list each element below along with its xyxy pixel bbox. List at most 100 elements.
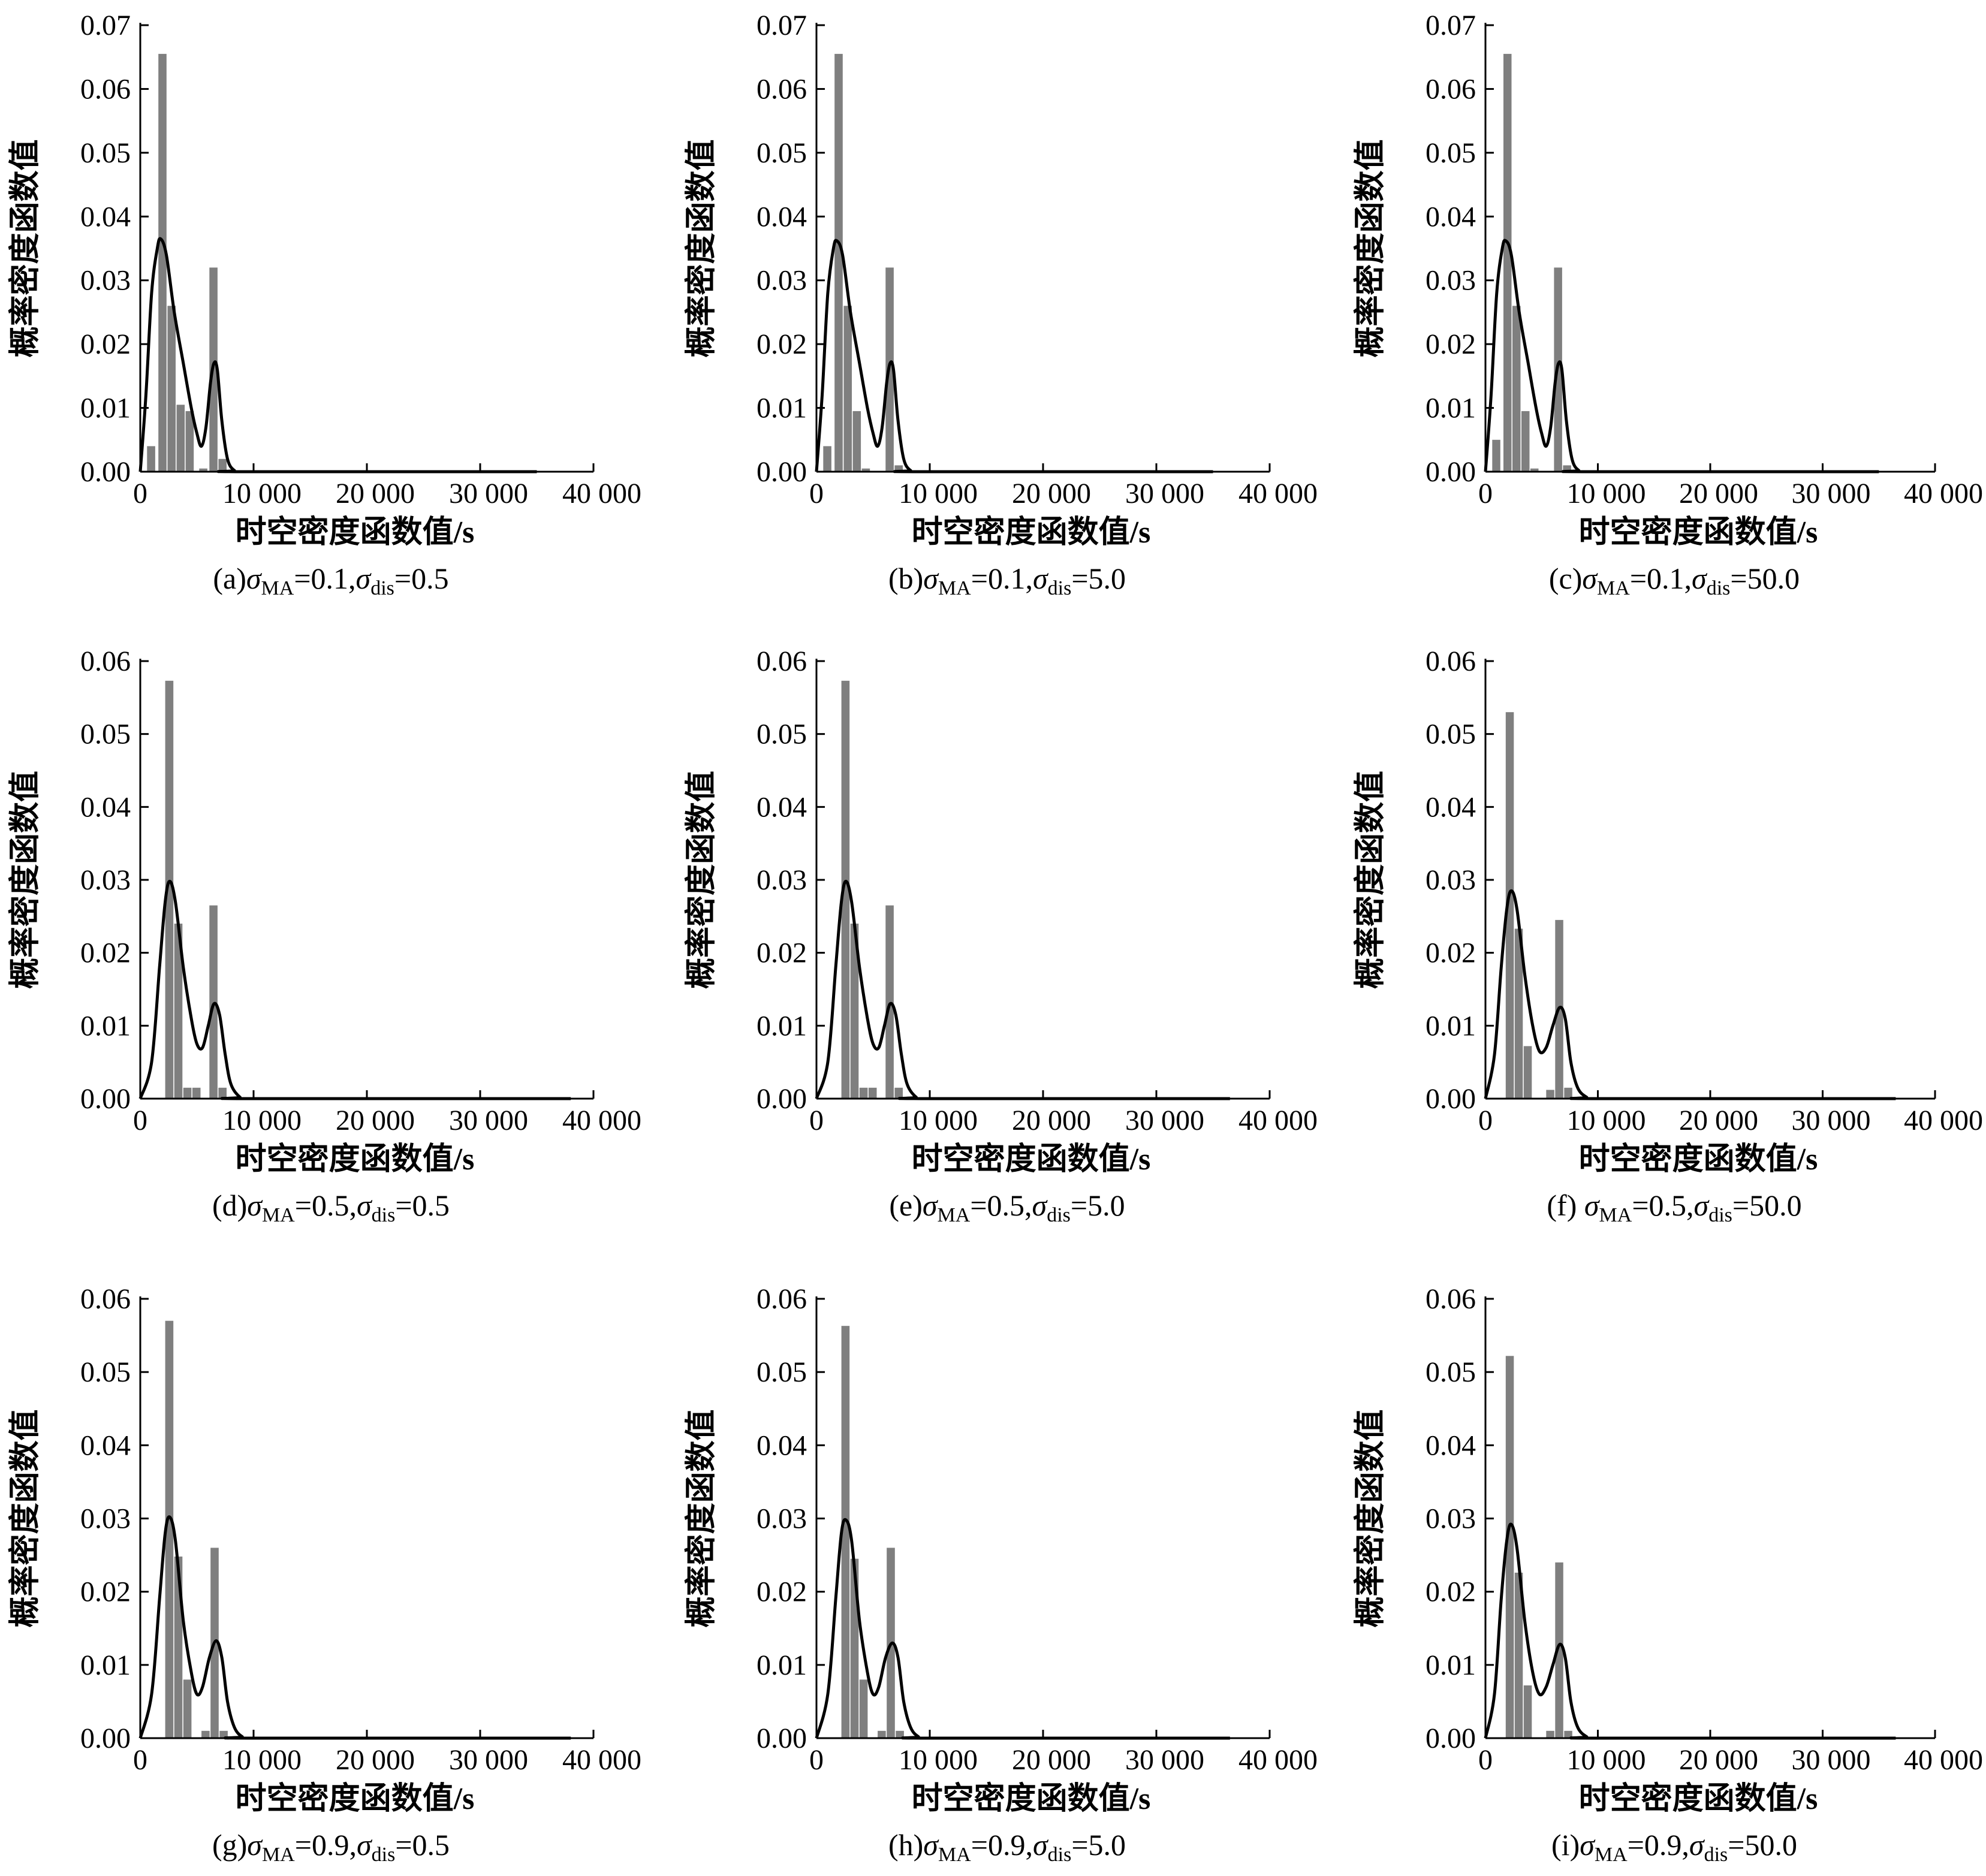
y-tick-label: 0.05 <box>1426 719 1476 750</box>
histogram-bar <box>165 680 174 1099</box>
panel-caption: (e)σMA=0.5,σdis=5.0 <box>889 1189 1125 1226</box>
x-axis-title: 时空密度函数值/s <box>912 515 1151 550</box>
panel-caption: (b)σMA=0.1,σdis=5.0 <box>888 562 1126 599</box>
y-axis-title: 概率密度函数值 <box>684 139 719 357</box>
y-tick-label: 0.05 <box>80 1356 131 1388</box>
y-tick-label: 0.04 <box>757 201 807 233</box>
histogram-bar <box>894 1087 903 1099</box>
y-tick-label: 0.06 <box>1426 646 1476 677</box>
histogram-bar <box>185 411 194 472</box>
y-tick-label: 0.04 <box>757 1429 807 1461</box>
y-tick-label: 0.04 <box>757 791 807 823</box>
histogram-bar <box>218 1087 227 1099</box>
x-tick-label: 20 000 <box>1012 478 1091 509</box>
y-axis-title: 概率密度函数值 <box>684 1409 719 1627</box>
y-tick-label: 0.04 <box>80 1429 131 1461</box>
y-tick-label: 0.05 <box>1426 137 1476 169</box>
x-tick-label: 10 000 <box>222 478 302 509</box>
histogram-bar <box>834 53 843 472</box>
x-tick-label: 40 000 <box>1238 1744 1318 1776</box>
x-tick-label: 30 000 <box>1792 1744 1871 1776</box>
x-axis-title: 时空密度函数值/s <box>1579 1781 1818 1816</box>
y-tick-label: 0.04 <box>80 201 131 233</box>
histogram-bar <box>1503 53 1512 472</box>
histogram-bar <box>176 405 185 472</box>
histogram-bar <box>841 1326 850 1738</box>
y-tick-label: 0.03 <box>1426 1503 1476 1535</box>
panel-caption: (h)σMA=0.9,σdis=5.0 <box>888 1828 1126 1866</box>
density-curve <box>815 879 1230 1100</box>
y-tick-label: 0.06 <box>80 1283 131 1315</box>
x-tick-label: 20 000 <box>1012 1744 1091 1776</box>
x-tick-label: 0 <box>809 1744 824 1776</box>
y-tick-label: 0.00 <box>757 456 807 488</box>
y-tick-label: 0.01 <box>1426 1010 1476 1042</box>
x-tick-label: 20 000 <box>336 1105 415 1136</box>
y-axis-title: 概率密度函数值 <box>8 139 43 357</box>
x-tick-label: 10 000 <box>1567 1744 1646 1776</box>
y-tick-label: 0.00 <box>80 1083 131 1115</box>
histogram-bar <box>1546 1730 1554 1738</box>
density-curve <box>1484 239 1879 473</box>
histogram-bar <box>183 1087 192 1099</box>
x-tick-label: 20 000 <box>336 478 415 509</box>
y-tick-label: 0.03 <box>1426 265 1476 297</box>
x-tick-label: 0 <box>1478 478 1493 509</box>
y-tick-label: 0.03 <box>80 864 131 896</box>
y-tick-label: 0.06 <box>757 646 807 677</box>
y-tick-label: 0.02 <box>80 328 131 360</box>
x-tick-label: 30 000 <box>449 478 528 509</box>
x-tick-label: 0 <box>809 1105 824 1136</box>
histogram-bar <box>896 1730 904 1738</box>
chart-panel: 0.00 0.01 0.02 0.03 0.04 0.05 0.06 0 10 000 20 00… <box>684 1283 1318 1866</box>
x-tick-label: 40 000 <box>1904 478 1983 509</box>
chart-panel: 0.00 0.01 0.02 0.03 0.04 0.05 0.06 0 10 000 20 00… <box>1353 1283 1983 1866</box>
x-tick-label: 40 000 <box>1238 1105 1318 1136</box>
histogram-bar <box>1523 1685 1532 1738</box>
x-tick-label: 0 <box>1478 1105 1493 1136</box>
histogram-bar <box>199 468 207 472</box>
y-tick-label: 0.06 <box>80 646 131 677</box>
x-tick-label: 30 000 <box>1792 478 1871 509</box>
y-tick-label: 0.07 <box>757 10 807 41</box>
x-tick-label: 30 000 <box>1125 1744 1204 1776</box>
histogram-bar <box>1505 712 1514 1099</box>
histogram-bar <box>147 446 155 472</box>
y-tick-label: 0.04 <box>1426 791 1476 823</box>
x-tick-label: 10 000 <box>222 1105 302 1136</box>
y-tick-label: 0.03 <box>757 864 807 896</box>
histogram-bar <box>868 1087 877 1099</box>
density-curve <box>1484 889 1896 1100</box>
histogram-bar <box>158 53 167 472</box>
y-tick-label: 0.06 <box>80 73 131 105</box>
x-axis-title: 时空密度函数值/s <box>236 1142 475 1177</box>
y-tick-label: 0.01 <box>80 1649 131 1681</box>
panel-caption: (f) σMA=0.5,σdis=50.0 <box>1547 1189 1801 1226</box>
x-tick-label: 30 000 <box>449 1744 528 1776</box>
histogram-bar <box>1514 1572 1523 1738</box>
histogram-bar <box>1555 1562 1563 1738</box>
x-tick-label: 20 000 <box>336 1744 415 1776</box>
histogram-bar <box>859 1679 868 1738</box>
x-tick-label: 0 <box>133 1105 147 1136</box>
y-tick-label: 0.03 <box>757 1503 807 1535</box>
x-tick-label: 10 000 <box>222 1744 302 1776</box>
x-tick-label: 20 000 <box>1012 1105 1091 1136</box>
panel-caption: (c)σMA=0.1,σdis=50.0 <box>1549 562 1800 599</box>
histogram-bar <box>1514 928 1523 1099</box>
histogram-bar <box>843 306 852 472</box>
histogram-bar <box>1523 1046 1532 1099</box>
x-tick-label: 20 000 <box>1679 1744 1758 1776</box>
y-tick-label: 0.06 <box>1426 1283 1476 1315</box>
y-tick-label: 0.02 <box>757 937 807 969</box>
panel-caption: (d)σMA=0.5,σdis=0.5 <box>212 1189 450 1226</box>
chart-panel: 0.00 0.01 0.02 0.03 0.04 0.05 0.06 0 10 000 20 00… <box>684 646 1318 1226</box>
y-tick-label: 0.01 <box>1426 1649 1476 1681</box>
histogram-bar <box>201 1730 210 1738</box>
x-tick-label: 40 000 <box>1904 1105 1983 1136</box>
x-axis-title: 时空密度函数值/s <box>236 515 475 550</box>
x-axis-title: 时空密度函数值/s <box>236 1781 475 1816</box>
histogram-bar <box>850 924 859 1099</box>
x-tick-label: 0 <box>809 478 824 509</box>
y-tick-label: 0.02 <box>1426 1576 1476 1608</box>
